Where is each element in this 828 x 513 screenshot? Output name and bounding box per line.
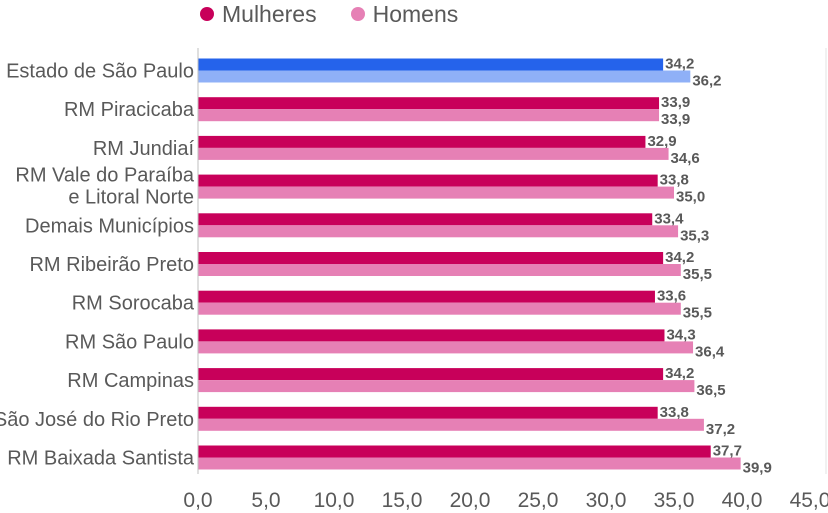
bar-homens xyxy=(198,302,681,315)
x-tick-label: 30,0 xyxy=(586,489,627,512)
legend-marker-mulheres xyxy=(200,7,214,21)
data-label-mulheres: 34,3 xyxy=(666,326,695,343)
bar-homens xyxy=(198,225,679,238)
bar-homens xyxy=(198,186,674,199)
data-label-homens: 35,5 xyxy=(683,305,712,322)
legend-item-homens: Homens xyxy=(350,0,459,28)
bar-homens xyxy=(198,264,681,276)
bar-homens xyxy=(198,341,694,354)
legend-label-mulheres: Mulheres xyxy=(222,0,317,27)
data-label-mulheres: 37,7 xyxy=(713,443,742,460)
category-label: RM Piracicaba xyxy=(64,99,195,121)
x-tick-label: 10,0 xyxy=(314,489,355,512)
bar-mulheres xyxy=(198,368,664,381)
legend-marker-homens xyxy=(350,7,365,21)
data-label-homens: 37,2 xyxy=(706,421,735,438)
category-label: RM São José do Rio Preto xyxy=(0,409,194,431)
x-tick-label: 40,0 xyxy=(722,489,763,512)
bar-homens xyxy=(198,418,704,431)
bar-homens xyxy=(198,109,660,122)
data-label-homens: 36,4 xyxy=(695,343,725,360)
bar-mulheres xyxy=(198,135,646,148)
category-label: Estado de São Paulo xyxy=(6,61,194,83)
legend: Mulheres Homens xyxy=(200,0,458,28)
data-label-mulheres: 32,9 xyxy=(647,133,676,150)
data-label-mulheres: 33,9 xyxy=(661,94,690,111)
x-tick-label: 5,0 xyxy=(251,489,280,512)
legend-label-homens: Homens xyxy=(372,0,459,27)
bar-homens xyxy=(198,70,691,83)
data-label-homens: 36,5 xyxy=(696,382,725,399)
category-label: RM São Paulo xyxy=(65,331,194,353)
bar-mulheres xyxy=(198,213,653,226)
category-label: RM Jundiaí xyxy=(93,138,195,160)
data-label-homens: 39,9 xyxy=(743,460,772,477)
data-label-homens: 35,5 xyxy=(683,266,712,283)
data-label-homens: 35,0 xyxy=(676,189,705,206)
data-label-homens: 33,9 xyxy=(661,111,690,128)
data-label-mulheres: 34,2 xyxy=(665,56,694,73)
bar-mulheres xyxy=(198,406,658,419)
x-tick-label: 45,0 xyxy=(790,489,828,512)
x-tick-label: 0,0 xyxy=(183,489,212,512)
data-label-mulheres: 33,4 xyxy=(654,210,684,227)
data-label-homens: 36,2 xyxy=(692,73,721,90)
x-tick-label: 25,0 xyxy=(518,489,559,512)
data-label-mulheres: 33,6 xyxy=(657,288,686,305)
bar-homens xyxy=(198,147,669,160)
bar-mulheres xyxy=(198,97,660,110)
category-label: RM Campinas xyxy=(67,370,194,392)
category-label: RM Baixada Santista xyxy=(7,448,195,470)
bar-mulheres xyxy=(198,174,658,187)
category-label: RM Sorocaba xyxy=(72,293,195,315)
bar-mulheres xyxy=(198,329,665,342)
data-label-mulheres: 34,2 xyxy=(665,365,694,382)
bar-mulheres xyxy=(198,290,655,303)
bar-mulheres xyxy=(198,445,711,458)
bar-homens xyxy=(198,380,695,393)
category-label: e Litoral Norte xyxy=(68,187,194,209)
category-label: RM Vale do Paraíba xyxy=(15,165,194,187)
x-tick-label: 35,0 xyxy=(654,489,695,512)
x-tick-label: 20,0 xyxy=(450,489,491,512)
data-label-mulheres: 33,8 xyxy=(660,404,689,421)
category-label: Demais Municípios xyxy=(25,215,194,237)
bar-mulheres xyxy=(198,58,664,71)
x-tick-label: 15,0 xyxy=(382,489,423,512)
category-label: RM Ribeirão Preto xyxy=(29,254,194,276)
legend-item-mulheres: Mulheres xyxy=(200,1,317,28)
bar-homens xyxy=(198,457,741,470)
data-label-mulheres: 34,2 xyxy=(665,249,694,266)
data-label-mulheres: 33,8 xyxy=(660,172,689,189)
data-label-homens: 34,6 xyxy=(671,150,700,167)
bar-mulheres xyxy=(198,252,664,264)
data-label-homens: 35,3 xyxy=(680,227,709,244)
